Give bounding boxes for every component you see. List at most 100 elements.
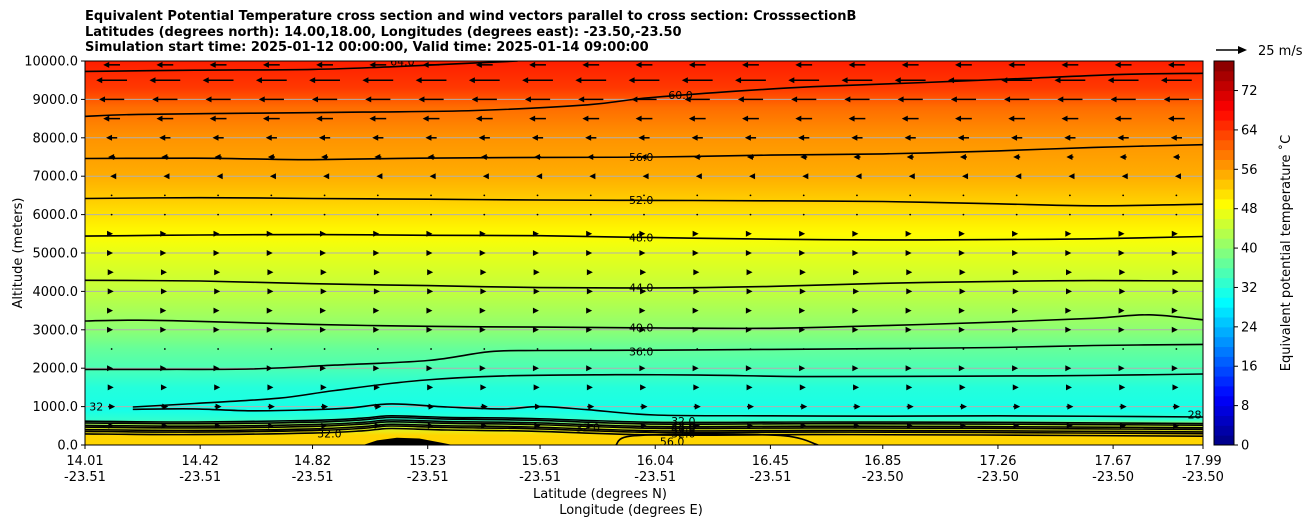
wind-vector: [901, 115, 919, 122]
wind-vector: [802, 173, 809, 180]
wind-vector: [742, 115, 759, 122]
wind-vector: [1066, 288, 1073, 295]
wind-vector-dot: [1015, 213, 1018, 216]
x-tick-lon-label-8: -23.50: [977, 470, 1019, 485]
wind-vector: [948, 77, 979, 84]
wind-vector: [160, 269, 167, 276]
wind-vector: [639, 230, 646, 237]
wind-vector: [745, 250, 752, 256]
wind-vector-head: [955, 115, 962, 122]
wind-vector-head: [1068, 173, 1075, 180]
wind-vector: [107, 307, 114, 314]
wind-vector: [311, 96, 338, 103]
wind-vector: [586, 326, 593, 333]
colorbar-tick-label-9: 72: [1241, 84, 1258, 99]
wind-vector-dot: [376, 213, 379, 216]
wind-vector: [480, 154, 488, 160]
colorbar-swatch: [1214, 61, 1234, 72]
wind-vector-head: [1119, 384, 1126, 391]
contour-label-e7: 28: [1188, 408, 1202, 421]
wind-vector: [749, 348, 752, 350]
wind-vector-head: [1065, 230, 1072, 237]
wind-vector-head: [1014, 403, 1021, 410]
wind-vector: [693, 269, 700, 276]
wind-vector: [746, 154, 754, 160]
wind-vector-head: [372, 134, 379, 141]
wind-vector-dot: [270, 213, 273, 216]
wind-vector: [475, 61, 493, 68]
wind-vector-head: [532, 365, 539, 372]
wind-vector: [531, 134, 544, 141]
wind-vector-head: [267, 384, 274, 391]
wind-vector: [1173, 422, 1180, 429]
wind-vector: [217, 194, 219, 197]
wind-vector: [853, 403, 861, 410]
wind-vector-head: [369, 61, 376, 68]
wind-vector: [1013, 403, 1021, 410]
wind-vector: [962, 213, 965, 216]
wind-vector: [742, 61, 759, 68]
wind-vector-dot: [909, 194, 912, 197]
wind-vector-head: [162, 403, 169, 410]
wind-vector: [160, 230, 167, 237]
wind-vector: [202, 77, 234, 84]
wind-vector: [802, 213, 805, 216]
wind-vector: [481, 422, 488, 429]
wind-vector: [316, 115, 333, 122]
wind-vector-head: [529, 61, 536, 68]
wind-vector-head: [369, 115, 376, 122]
wind-vector: [799, 288, 806, 295]
wind-vector: [319, 326, 326, 333]
wind-vector: [373, 230, 380, 237]
x-axis-label-lon: Longitude (degrees E): [559, 503, 703, 518]
inversion-contour-2: [85, 419, 1203, 429]
wind-vector-head: [640, 422, 647, 429]
wind-vector: [692, 365, 699, 372]
wind-vector-head: [426, 365, 433, 372]
wind-vector: [586, 230, 593, 237]
wind-vector-head: [99, 96, 106, 103]
wind-vector-head: [745, 365, 752, 372]
wind-vector: [1107, 77, 1139, 84]
wind-vector: [270, 348, 273, 350]
wind-vector: [161, 422, 168, 429]
wind-vector: [373, 326, 380, 333]
wind-vector-dot: [1015, 348, 1018, 350]
wind-vector: [746, 403, 754, 410]
colorbar-swatch: [1214, 385, 1234, 397]
wind-vector: [427, 422, 434, 429]
wind-vector-head: [744, 134, 751, 141]
wind-vector: [585, 134, 597, 141]
wind-vector: [536, 194, 539, 197]
wind-vector: [1068, 173, 1075, 180]
wind-vector-head: [255, 77, 262, 84]
wind-vector: [1175, 348, 1178, 350]
wind-vector: [904, 134, 916, 141]
wind-vector-head: [96, 77, 103, 84]
wind-vector-head: [524, 96, 531, 103]
wind-vector-dot: [270, 194, 273, 197]
wind-vector-dot: [856, 213, 858, 216]
wind-vector: [479, 307, 486, 314]
wind-vector: [958, 230, 965, 237]
contour-48-4: [85, 233, 1203, 241]
wind-vector-head: [959, 269, 966, 276]
colorbar-swatch: [1214, 159, 1234, 170]
wind-vector: [745, 230, 752, 237]
wind-vector-head: [905, 365, 912, 372]
contour-44-5: [85, 279, 1203, 289]
wind-vector-head: [535, 403, 542, 410]
wind-vector-head: [631, 96, 638, 103]
colorbar-swatch: [1214, 267, 1234, 279]
x-axis-label-lat: Latitude (degrees N): [533, 487, 667, 502]
wind-vector: [745, 326, 752, 333]
wind-vector: [852, 250, 859, 256]
wind-vector: [107, 230, 114, 237]
wind-vector: [262, 61, 280, 68]
wind-vector-dot: [856, 194, 858, 197]
wind-vector-dot: [962, 348, 965, 350]
wind-vector: [426, 230, 433, 237]
wind-vector-head: [319, 365, 326, 372]
wind-vector: [640, 288, 647, 295]
wind-vector-head: [897, 96, 904, 103]
